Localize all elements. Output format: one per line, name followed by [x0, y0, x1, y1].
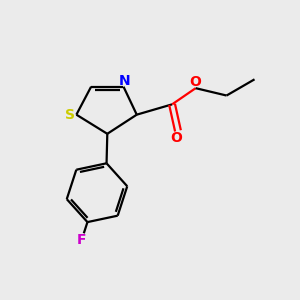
Text: N: N	[118, 74, 130, 88]
Text: O: O	[190, 75, 202, 89]
Text: S: S	[65, 108, 75, 122]
Text: O: O	[171, 131, 182, 145]
Text: F: F	[77, 233, 86, 247]
